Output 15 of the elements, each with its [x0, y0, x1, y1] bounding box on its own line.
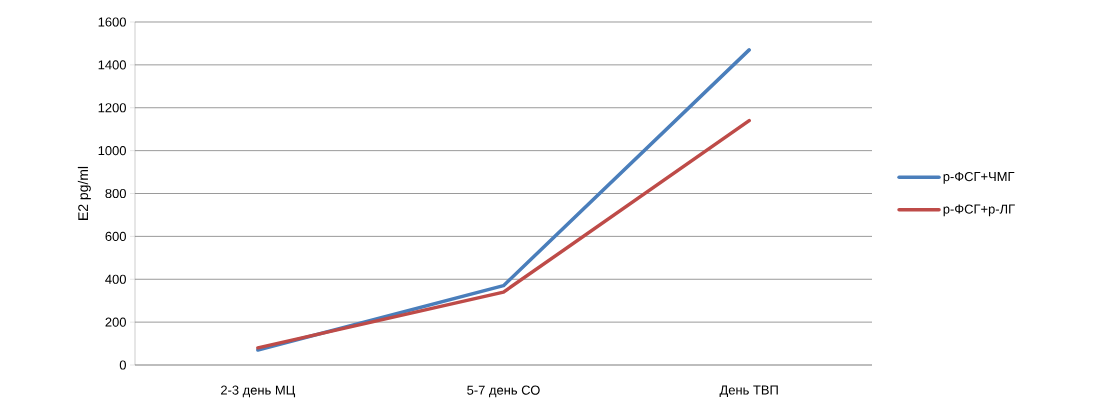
y-tick-label: 1000: [98, 146, 126, 156]
x-tick-label: 2-3 день МЦ: [221, 385, 296, 398]
y-tick-label: 200: [105, 317, 126, 327]
x-tick-label: День ТВП: [719, 385, 778, 398]
y-tick-label: 1600: [98, 17, 126, 27]
y-tick-label: 400: [105, 274, 126, 284]
x-tick-label: 5-7 день СО: [467, 385, 540, 398]
y-tick-label: 0: [119, 360, 126, 370]
y-tick-label: 1200: [98, 103, 126, 113]
y-tick-label: 1400: [98, 60, 126, 70]
y-tick-label: 600: [105, 231, 126, 241]
legend-label: р-ФСГ+ЧМГ: [943, 171, 1015, 184]
y-tick-label: 800: [105, 188, 126, 199]
y-axis-title: E2 pg/ml: [77, 166, 91, 220]
legend-label: р-ФСГ+р-ЛГ: [943, 204, 1015, 217]
